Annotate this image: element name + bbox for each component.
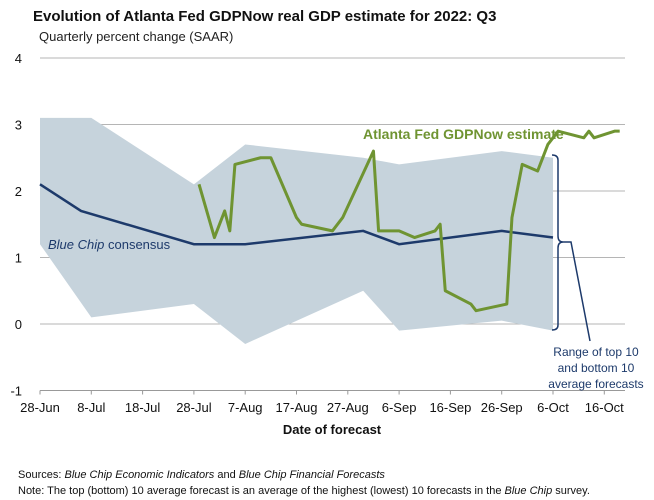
- note-text: The top (bottom) 10 average forecast is …: [44, 485, 504, 497]
- gdpnow-series-label: Atlanta Fed GDPNow estimate: [363, 126, 564, 142]
- range-bracket: [551, 154, 591, 342]
- note-end: survey.: [552, 485, 590, 497]
- annotation-line-3: average forecasts: [548, 377, 643, 391]
- x-tick-label: 18-Jul: [125, 400, 161, 415]
- x-tick-label: 6-Oct: [537, 400, 569, 415]
- chart-subtitle: Quarterly percent change (SAAR): [39, 29, 233, 44]
- y-tick-label: 4: [15, 51, 22, 66]
- x-tick-label: 16-Oct: [585, 400, 624, 415]
- blue-chip-label-plain: consensus: [104, 237, 170, 252]
- y-tick-label: 3: [15, 118, 22, 133]
- blue-chip-series-label: Blue Chip consensus: [48, 237, 171, 252]
- x-axis: 28-Jun 8-Jul 18-Jul 28-Jul 7-Aug 17-Aug 27-Aug…: [20, 390, 624, 415]
- methodology-note: Note: The top (bottom) 10 average foreca…: [18, 485, 590, 497]
- forecast-range-band: [40, 117, 553, 344]
- note-label: Note:: [18, 485, 44, 497]
- blue-chip-consensus-line: [39, 183, 554, 246]
- blue-chip-label-italic: Blue Chip: [48, 237, 104, 252]
- note-italic: Blue Chip: [505, 485, 553, 497]
- bracket-leader-line: [563, 241, 591, 342]
- y-axis: 4 3 2 1 0 -1: [10, 51, 22, 399]
- annotation-line-2: and bottom 10: [558, 361, 635, 375]
- x-tick-label: 28-Jul: [176, 400, 212, 415]
- bracket-shape: [551, 154, 564, 331]
- sources-label: Sources:: [18, 469, 61, 481]
- x-tick-label: 27-Aug: [327, 400, 369, 415]
- data-points: [39, 131, 620, 311]
- sources-connector: and: [214, 469, 238, 481]
- annotation-line-1: Range of top 10: [553, 345, 639, 359]
- x-tick-label: 6-Sep: [382, 400, 417, 415]
- sources-item-2: Blue Chip Financial Forecasts: [239, 469, 386, 481]
- y-tick-label: 0: [15, 317, 22, 332]
- x-tick-label: 26-Sep: [481, 400, 523, 415]
- sources-item-1: Blue Chip Economic Indicators: [61, 469, 214, 481]
- chart-title: Evolution of Atlanta Fed GDPNow real GDP…: [33, 8, 496, 25]
- sources-note: Sources: Blue Chip Economic Indicators a…: [18, 469, 385, 481]
- y-tick-label: 1: [15, 251, 22, 266]
- x-tick-label: 16-Sep: [429, 400, 471, 415]
- x-axis-label: Date of forecast: [283, 422, 382, 437]
- x-tick-label: 28-Jun: [20, 400, 60, 415]
- y-tick-label: -1: [10, 384, 22, 399]
- y-tick-label: 2: [15, 184, 22, 199]
- range-annotation: Range of top 10 and bottom 10 average fo…: [548, 345, 643, 391]
- x-tick-label: 7-Aug: [228, 400, 263, 415]
- x-tick-label: 17-Aug: [276, 400, 318, 415]
- x-tick-label: 8-Jul: [77, 400, 105, 415]
